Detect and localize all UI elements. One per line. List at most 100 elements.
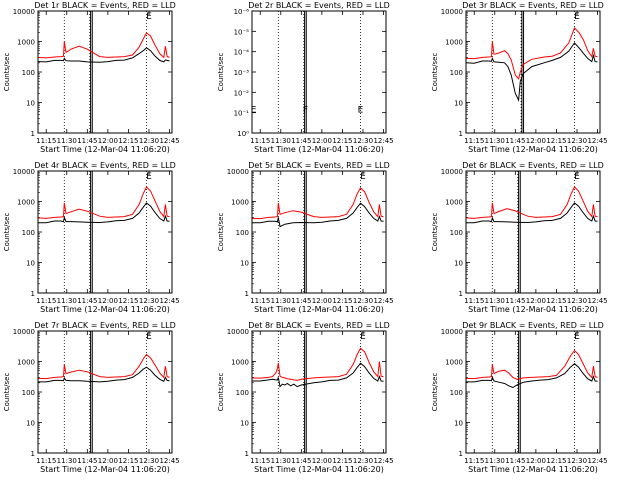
y-axis-label: Counts/sec (217, 213, 225, 252)
range-marker-label: E (251, 106, 257, 116)
chart-panel-8: Det 8r BLACK = Events, RED = LLD Start Ti… (217, 321, 394, 474)
chart-title: Det 6r BLACK = Events, RED = LLD (462, 161, 604, 170)
x-tick-label: 12:15 (332, 137, 352, 145)
chart-panel-7: Det 7r BLACK = Events, RED = LLD Start Ti… (3, 321, 180, 474)
range-marker-label: E (574, 12, 580, 22)
plot-frame (251, 10, 387, 134)
x-tick-label: 11:15 (464, 457, 484, 465)
chart-panel-3: Det 3r BLACK = Events, RED = LLD Start Ti… (431, 1, 608, 154)
x-tick-label: 12:00 (526, 137, 546, 145)
y-tick-label: 1 (31, 450, 35, 458)
x-tick-label: 11:45 (291, 137, 311, 145)
x-tick-label: 12:30 (567, 297, 587, 305)
y-tick-label: 1 (245, 290, 249, 298)
range-marker-label: F (303, 106, 308, 116)
range-marker-label: E (360, 332, 366, 342)
y-axis-label: Counts/sec (3, 53, 11, 92)
series-line-lld (37, 32, 170, 59)
y-tick-label: 1 (459, 290, 463, 298)
x-tick-label: 12:30 (139, 457, 159, 465)
x-tick-label: 11:45 (291, 297, 311, 305)
x-tick-label: 11:15 (250, 457, 270, 465)
x-tick-label: 11:45 (77, 297, 97, 305)
y-tick-label: 10000 (441, 168, 463, 176)
y-tick-label: 1 (459, 450, 463, 458)
chart-panel-2: Det 2r BLACK = Events, RED = LLD Start Ti… (217, 1, 394, 154)
x-tick-label: 12:45 (159, 297, 179, 305)
y-tick-label: 100 (450, 229, 463, 237)
x-tick-label: 11:30 (485, 297, 505, 305)
x-tick-label: 12:00 (526, 457, 546, 465)
x-tick-label: 12:45 (587, 297, 607, 305)
x-tick-label: 11:30 (57, 297, 77, 305)
y-tick-label: 10 (454, 420, 463, 428)
chart-panel-1: Det 1r BLACK = Events, RED = LLD Start Ti… (3, 1, 180, 154)
x-tick-label: 12:45 (159, 137, 179, 145)
chart-panel-5: Det 5r BLACK = Events, RED = LLD Start Ti… (217, 161, 394, 314)
x-axis-label: Start Time (12-Mar-04 11:06:20) (254, 145, 384, 154)
chart-panel-9: Det 9r BLACK = Events, RED = LLD Start Ti… (431, 321, 608, 474)
series-line-lld (37, 353, 170, 380)
chart-title: Det 2r BLACK = Events, RED = LLD (248, 1, 390, 10)
plot-frame (37, 10, 173, 134)
y-tick-label: 10 (240, 420, 249, 428)
y-axis-label: Counts/sec (431, 53, 439, 92)
series-line-lld (37, 186, 170, 219)
x-tick-label: 12:15 (118, 297, 138, 305)
y-tick-label: 1 (31, 130, 35, 138)
plot-frame (251, 330, 387, 454)
x-tick-label: 12:00 (312, 137, 332, 145)
x-tick-label: 12:15 (118, 137, 138, 145)
chart-title: Det 1r BLACK = Events, RED = LLD (34, 1, 176, 10)
range-marker-label: E (146, 172, 152, 182)
x-tick-label: 12:00 (98, 457, 118, 465)
x-tick-label: 11:30 (57, 137, 77, 145)
y-tick-label: 10 (26, 260, 35, 268)
x-tick-label: 12:45 (159, 457, 179, 465)
y-tick-label: 10⁻¹ (234, 110, 250, 118)
x-tick-label: 12:15 (546, 137, 566, 145)
x-tick-label: 11:45 (505, 137, 525, 145)
x-axis-label: Start Time (12-Mar-04 11:06:20) (468, 305, 598, 314)
y-tick-label: 10 (454, 260, 463, 268)
x-tick-label: 11:30 (485, 457, 505, 465)
x-tick-label: 11:15 (36, 137, 56, 145)
y-axis-label: Counts/sec (217, 53, 225, 92)
y-axis-label: Counts/sec (217, 373, 225, 412)
x-tick-label: 12:45 (587, 457, 607, 465)
series-line-events (38, 202, 170, 224)
x-tick-label: 11:30 (57, 457, 77, 465)
chart-title: Det 3r BLACK = Events, RED = LLD (462, 1, 604, 10)
range-marker-label: E (574, 172, 580, 182)
y-tick-label: 10⁻⁶ (234, 8, 250, 16)
x-tick-label: 12:00 (98, 297, 118, 305)
x-tick-label: 11:45 (77, 457, 97, 465)
x-tick-label: 11:15 (250, 137, 270, 145)
x-tick-label: 12:30 (567, 137, 587, 145)
y-tick-label: 10000 (13, 168, 35, 176)
x-tick-label: 11:45 (77, 137, 97, 145)
x-tick-label: 12:15 (546, 457, 566, 465)
y-tick-label: 10⁻⁴ (234, 49, 250, 57)
y-tick-label: 1000 (17, 359, 35, 367)
range-marker-label: E (360, 172, 366, 182)
x-tick-label: 11:45 (291, 457, 311, 465)
series-line-lld (465, 26, 598, 80)
x-axis-label: Start Time (12-Mar-04 11:06:20) (40, 465, 170, 474)
x-tick-label: 11:30 (271, 457, 291, 465)
series-line-lld (465, 349, 598, 380)
y-tick-label: 10⁻² (234, 89, 250, 97)
y-tick-label: 100 (22, 229, 35, 237)
chart-title: Det 7r BLACK = Events, RED = LLD (34, 321, 176, 330)
x-axis-label: Start Time (12-Mar-04 11:06:20) (254, 465, 384, 474)
y-tick-label: 10000 (13, 328, 35, 336)
y-tick-label: 100 (450, 69, 463, 77)
plot-frame (465, 170, 601, 294)
series-line-events (38, 366, 170, 383)
x-tick-label: 12:45 (373, 457, 393, 465)
x-tick-label: 11:30 (271, 137, 291, 145)
plot-frame (465, 330, 601, 454)
series-line-events (465, 42, 598, 102)
y-tick-label: 10⁻³ (234, 69, 250, 77)
